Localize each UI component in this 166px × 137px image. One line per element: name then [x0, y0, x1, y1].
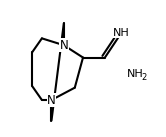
Text: N: N: [59, 39, 68, 52]
Text: NH: NH: [113, 28, 130, 38]
Text: N: N: [47, 94, 56, 106]
Text: NH: NH: [127, 69, 144, 79]
Text: 2: 2: [141, 73, 146, 82]
